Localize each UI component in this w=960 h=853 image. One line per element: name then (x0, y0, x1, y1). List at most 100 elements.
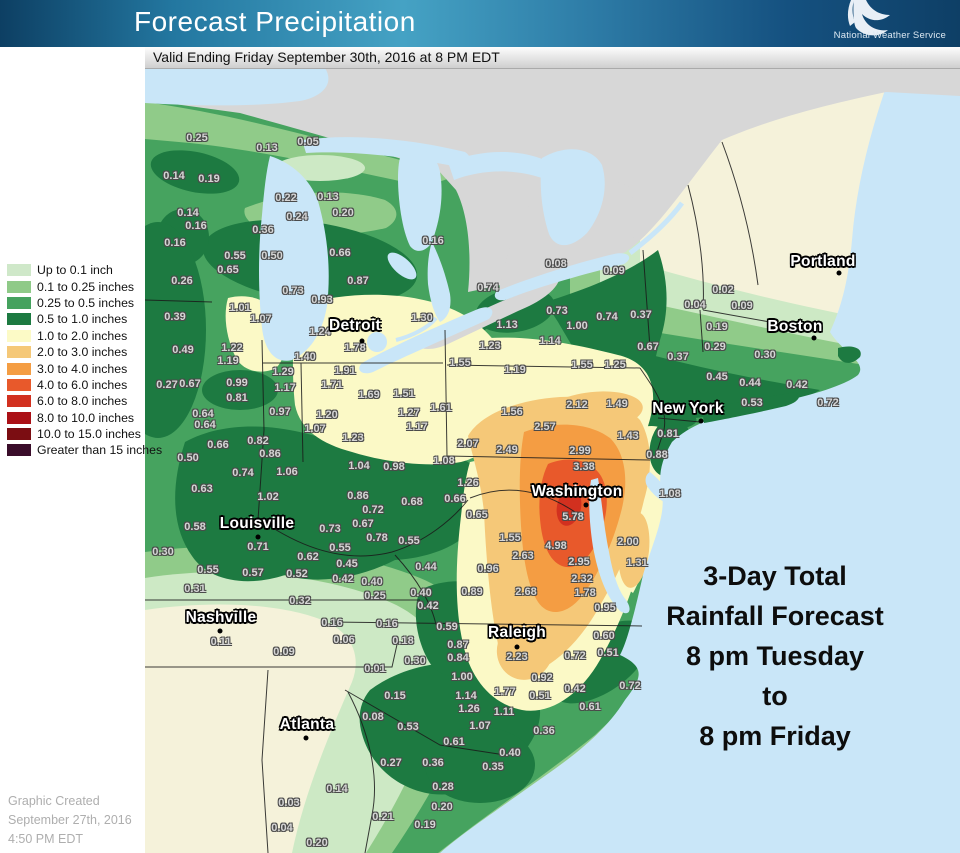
precip-value-label: 0.99 (226, 377, 248, 389)
city-dot (836, 270, 842, 276)
credit-line: Graphic Created (8, 794, 100, 808)
precip-value-label: 0.84 (447, 652, 469, 664)
cape-cod (838, 346, 861, 363)
precip-value-label: 1.78 (344, 342, 366, 354)
legend-row: 0.5 to 1.0 inches (7, 311, 162, 327)
long-island (702, 392, 800, 423)
precip-value-label: 0.32 (289, 595, 311, 607)
precip-value-label: 0.25 (364, 590, 386, 602)
city-dot (303, 735, 309, 741)
precip-value-label: 0.78 (366, 532, 388, 544)
credit-line: 4:50 PM EDT (8, 832, 84, 846)
city-label: Nashville (185, 609, 257, 626)
legend-swatch (7, 362, 31, 375)
precip-value-label: 1.61 (430, 402, 452, 414)
precip-value-label: 0.82 (247, 435, 269, 447)
precip-value-label: 0.20 (431, 801, 453, 813)
precip-value-label: 0.13 (317, 191, 339, 203)
precip-value-label: 2.23 (506, 651, 528, 663)
left-panel: Up to 0.1 inch 0.1 to 0.25 inches 0.25 to … (0, 47, 162, 853)
precip-value-label: 1.08 (659, 488, 681, 500)
precip-value-label: 0.50 (177, 452, 199, 464)
legend-label: 8.0 to 10.0 inches (37, 410, 135, 425)
legend-label: 0.25 to 0.5 inches (37, 295, 135, 310)
precip-value-label: 1.55 (449, 357, 471, 369)
precip-value-label: 0.95 (594, 602, 616, 614)
page-title: Forecast Precipitation (134, 6, 416, 37)
legend-row: Up to 0.1 inch (7, 262, 162, 278)
legend-swatch (7, 329, 31, 342)
precip-value-label: 0.52 (286, 568, 308, 580)
precip-value-label: 0.67 (637, 341, 659, 353)
precip-value-label: 1.77 (494, 686, 516, 698)
city-dot (359, 338, 365, 344)
precip-value-label: 0.05 (297, 136, 319, 148)
legend-label: 10.0 to 15.0 inches (37, 427, 141, 442)
precip-value-label: 1.07 (469, 720, 491, 732)
precip-value-label: 0.73 (319, 523, 341, 535)
lake-ontario (494, 253, 630, 301)
zone-delmarva-lorange (618, 512, 650, 588)
precip-value-label: 0.36 (422, 757, 444, 769)
forecast-annotation: 3-Day Total Rainfall Forecast 8 pm Tuesday… (640, 556, 910, 756)
city-dot (811, 335, 817, 341)
precip-value-label: 2.63 (512, 550, 534, 562)
precip-value-label: 1.78 (574, 587, 596, 599)
precip-value-label: 0.66 (329, 247, 351, 259)
precip-value-label: 0.36 (252, 224, 274, 236)
precip-value-label: 1.69 (358, 389, 380, 401)
precip-value-label: 0.87 (347, 275, 369, 287)
precip-value-label: 0.20 (332, 207, 354, 219)
precip-value-label: 0.37 (630, 309, 652, 321)
precip-value-label: 0.45 (336, 558, 358, 570)
precip-value-label: 0.44 (415, 561, 437, 573)
precip-value-label: 0.40 (410, 587, 432, 599)
legend-row: 4.0 to 6.0 inches (7, 377, 162, 393)
precip-value-label: 0.65 (217, 264, 239, 276)
precip-value-label: 0.87 (447, 639, 469, 651)
annotation-line: 3-Day Total (703, 561, 847, 591)
precip-value-label: 1.40 (294, 351, 316, 363)
huron-north (448, 151, 545, 180)
precip-value-label: 0.13 (256, 142, 278, 154)
precip-value-label: 0.42 (564, 683, 586, 695)
precip-value-label: 0.89 (461, 586, 483, 598)
legend-row: 6.0 to 8.0 inches (7, 393, 162, 409)
georgian-bay (540, 149, 605, 246)
precip-value-label: 0.74 (596, 311, 618, 323)
zone-sc-dark (425, 727, 535, 803)
legend-swatch (7, 296, 31, 309)
precip-value-label: 0.74 (232, 467, 254, 479)
precip-value-label: 0.72 (817, 397, 839, 409)
precip-value-label: 0.18 (392, 635, 414, 647)
precip-value-label: 0.93 (311, 294, 333, 306)
precip-value-label: 1.00 (451, 671, 473, 683)
legend-row: 0.25 to 0.5 inches (7, 295, 162, 311)
precip-value-label: 0.81 (657, 428, 679, 440)
city-label: Raleigh (487, 624, 547, 641)
legend-swatch (7, 428, 31, 441)
valid-ending-text: Valid Ending Friday September 30th, 2016… (153, 49, 500, 65)
zone-il-dark (202, 370, 278, 410)
precip-value-label: 0.08 (362, 711, 384, 723)
precip-value-label: 0.98 (383, 461, 405, 473)
precip-value-label: 0.26 (171, 275, 193, 287)
precip-value-label: 0.21 (372, 811, 394, 823)
precip-value-label: 1.49 (606, 398, 628, 410)
city-label: New York (652, 400, 724, 417)
precip-legend: Up to 0.1 inch 0.1 to 0.25 inches 0.25 to … (7, 262, 162, 459)
city-dot (698, 418, 704, 424)
header-bar: Forecast Precipitation National Weather … (0, 0, 960, 47)
precip-value-label: 0.72 (564, 650, 586, 662)
annotation-line: to (762, 681, 788, 711)
legend-row: Greater than 15 inches (7, 442, 162, 458)
st-clair-river (395, 316, 438, 342)
annotation-line: Rainfall Forecast (666, 601, 884, 631)
valid-ending-bar: Valid Ending Friday September 30th, 2016… (145, 47, 960, 69)
precip-value-label: 0.06 (333, 634, 355, 646)
precip-value-label: 0.30 (152, 546, 174, 558)
precip-value-label: 1.25 (604, 359, 626, 371)
precip-value-label: 2.95 (568, 556, 590, 568)
precip-value-label: 0.09 (731, 300, 753, 312)
precip-value-label: 0.64 (194, 419, 216, 431)
